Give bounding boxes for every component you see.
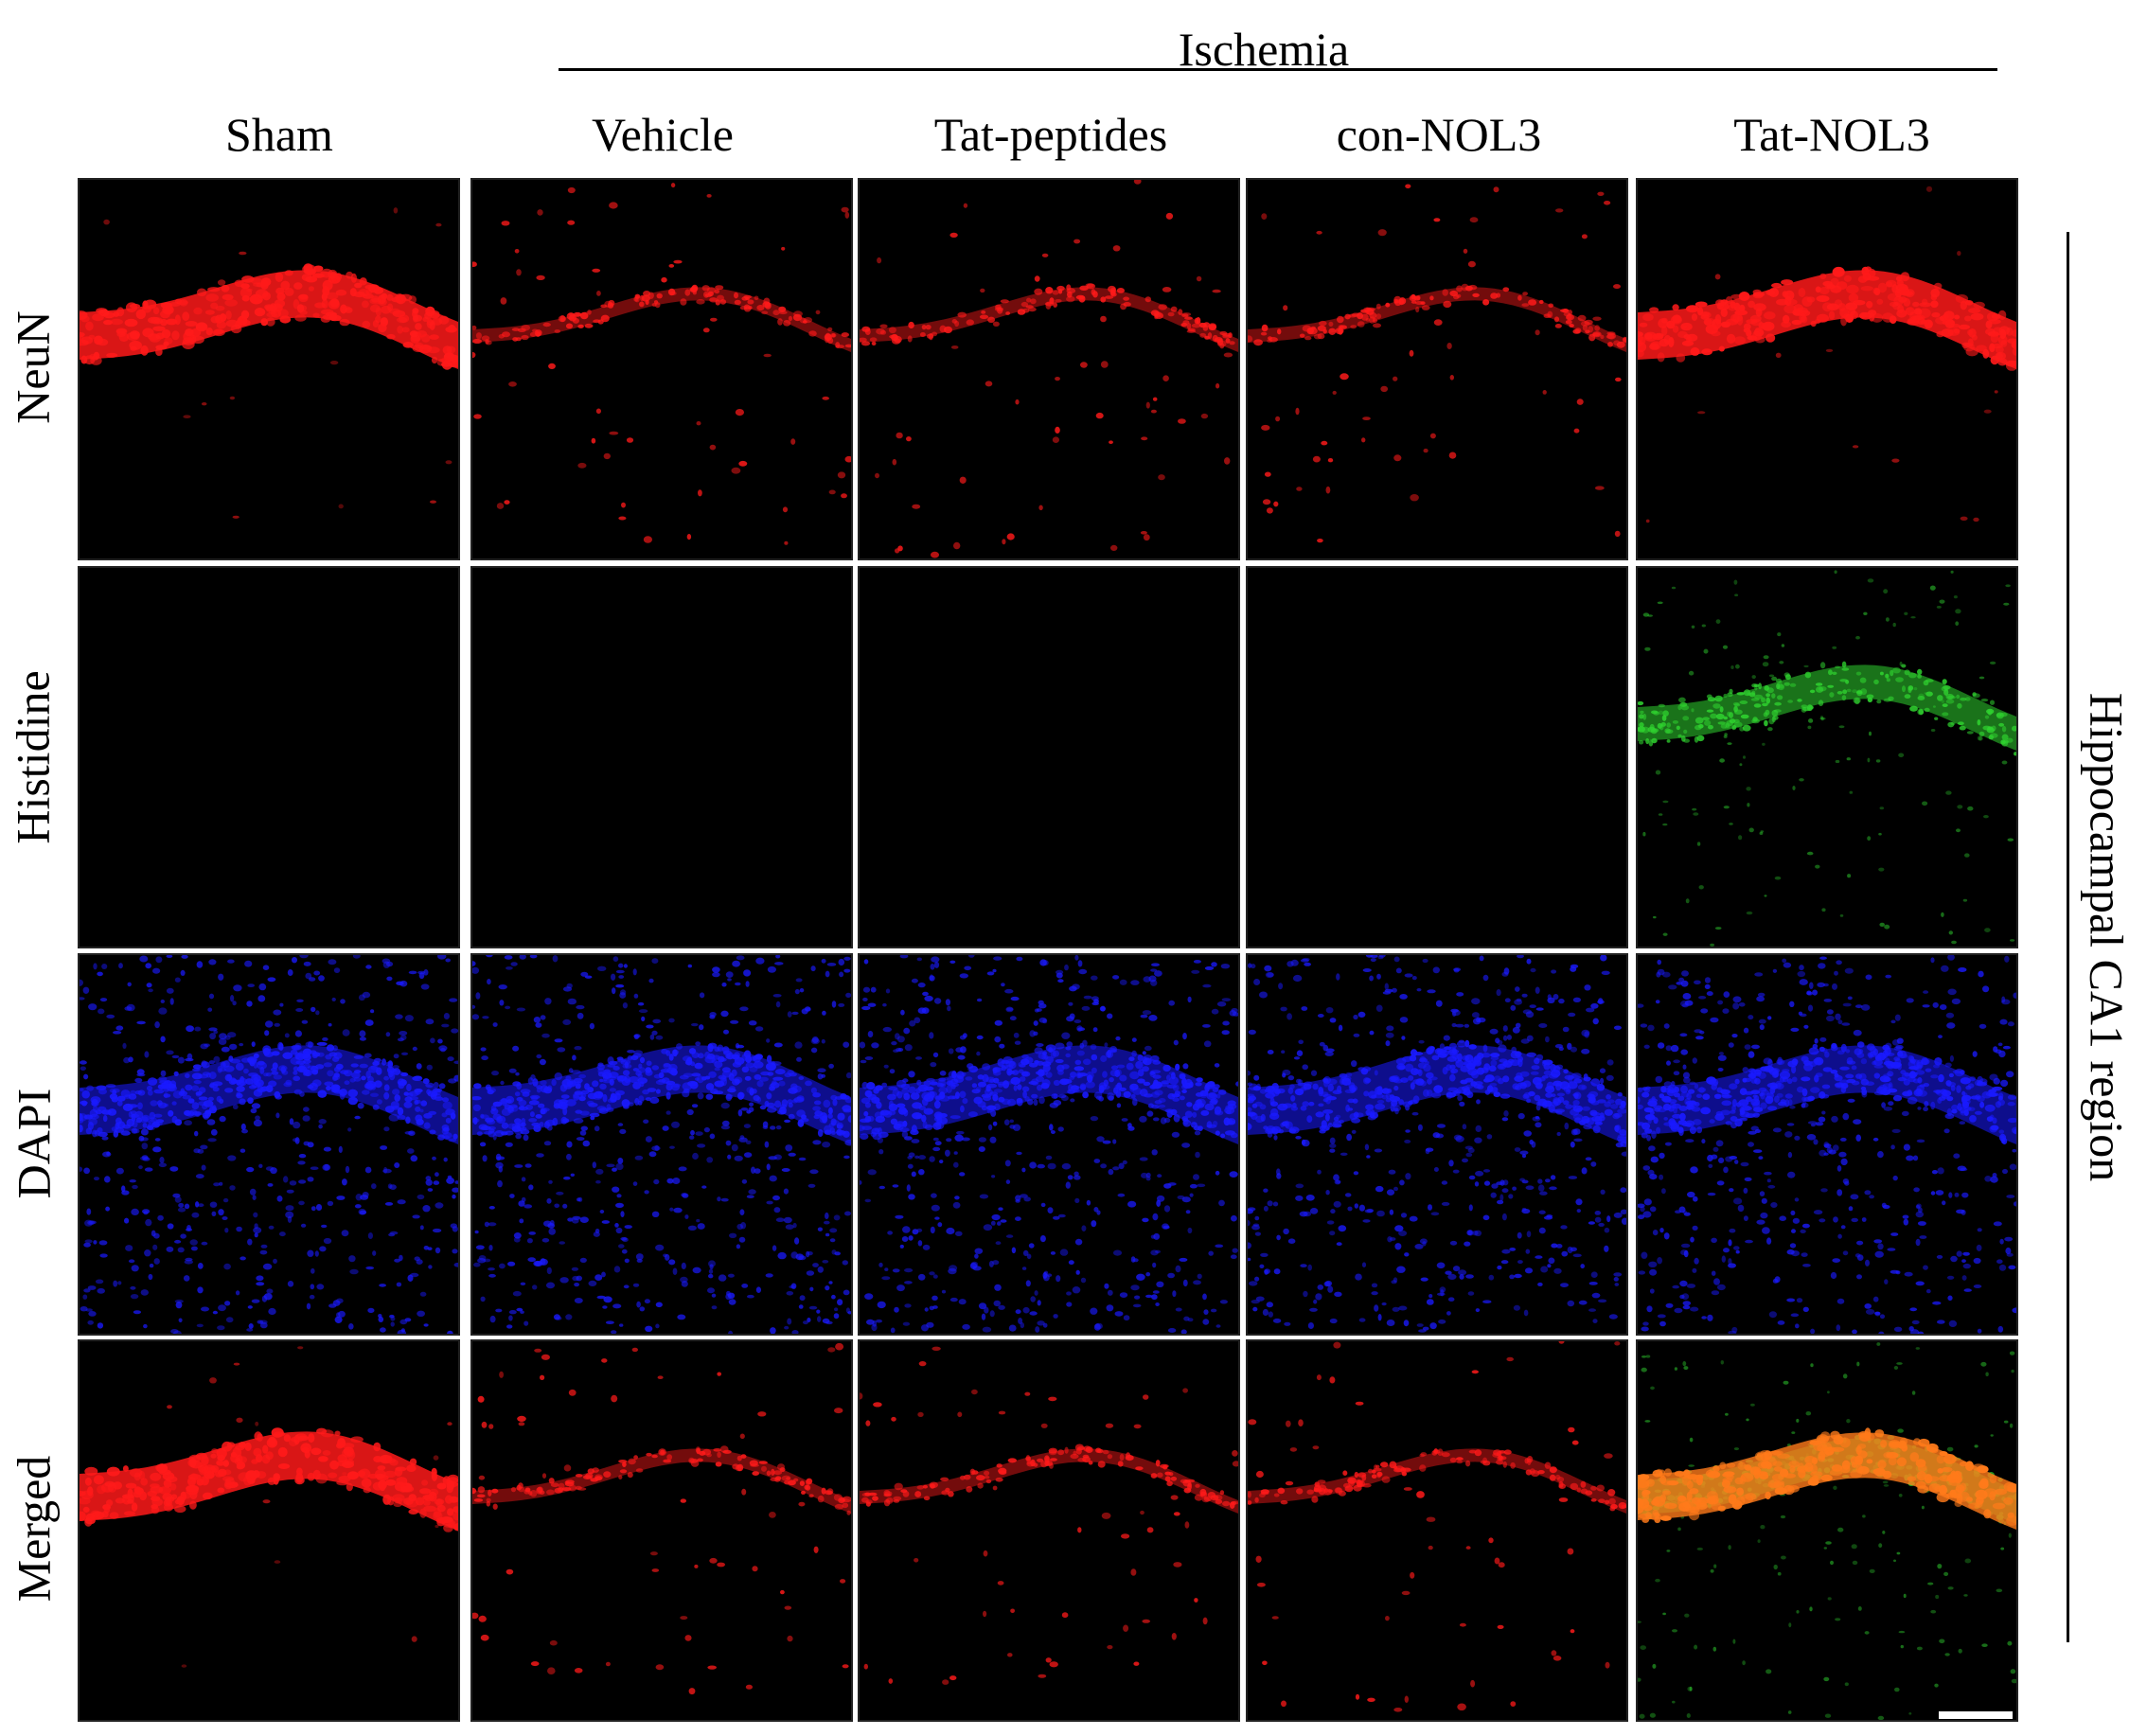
ischemia-bracket-line	[559, 68, 1997, 71]
panel-histidine-con-nol3	[1246, 566, 1628, 948]
panel-histidine-tat-nol3	[1636, 566, 2018, 948]
panel-dapi-sham	[78, 953, 460, 1336]
ischemia-group-label: Ischemia	[1178, 23, 1350, 76]
column-label-con-nol3: con-NOL3	[1336, 108, 1542, 161]
panel-merged-vehicle	[470, 1339, 853, 1722]
panel-neun-tat-nol3	[1636, 178, 2018, 560]
panel-neun-con-nol3	[1246, 178, 1628, 560]
panel-merged-sham	[78, 1339, 460, 1722]
region-bracket-line	[2067, 232, 2069, 1642]
panel-dapi-tat-nol3	[1636, 953, 2018, 1336]
panel-neun-tat-peptides	[858, 178, 1240, 560]
row-label-dapi: DAPI	[7, 1088, 60, 1199]
column-label-sham: Sham	[225, 108, 333, 161]
panel-neun-vehicle	[470, 178, 853, 560]
row-label-histidine: Histidine	[7, 670, 61, 844]
column-label-tat-nol3: Tat-NOL3	[1733, 108, 1930, 161]
column-label-tat-peptides: Tat-peptides	[933, 108, 1168, 161]
panel-dapi-tat-peptides	[858, 953, 1240, 1336]
panel-histidine-tat-peptides	[858, 566, 1240, 948]
panel-histidine-sham	[78, 566, 460, 948]
panel-merged-tat-nol3	[1636, 1339, 2018, 1722]
panel-histidine-vehicle	[470, 566, 853, 948]
panel-neun-sham	[78, 178, 460, 560]
panel-merged-tat-peptides	[858, 1339, 1240, 1722]
panel-dapi-con-nol3	[1246, 953, 1628, 1336]
panel-merged-con-nol3	[1246, 1339, 1628, 1722]
row-label-neun: NeuN	[7, 310, 61, 424]
scale-bar	[1939, 1711, 2013, 1719]
row-label-merged: Merged	[7, 1455, 60, 1603]
panel-dapi-vehicle	[470, 953, 853, 1336]
region-label: Hippocampal CA1 region	[2080, 692, 2133, 1182]
column-label-vehicle: Vehicle	[592, 108, 734, 161]
